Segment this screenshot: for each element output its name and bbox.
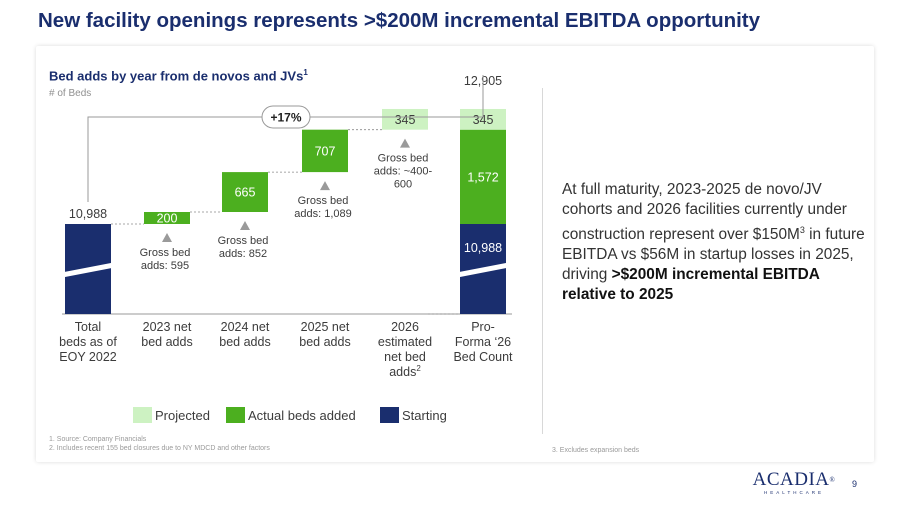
logo-name: ACADIA xyxy=(752,469,830,490)
chart-title-sup: 1 xyxy=(303,68,308,77)
growth-bracket xyxy=(87,74,484,202)
bar-3-annotation-line-0: Gross bed xyxy=(298,195,349,207)
callout-bold: >$200M incremental EBITDA relative to 20… xyxy=(562,266,820,304)
page-number: 9 xyxy=(852,479,858,489)
bar-5-value-label: 1,572 xyxy=(467,170,498,184)
logo-registered: ® xyxy=(829,476,836,484)
axis-break-mark-0 xyxy=(61,262,115,278)
bar-5-segment-1 xyxy=(460,129,506,224)
bar-2-value-label: 665 xyxy=(235,186,256,200)
bar-5-value-label: 345 xyxy=(473,113,494,127)
bar-2-segment-0 xyxy=(222,172,268,212)
bar-1-segment-0 xyxy=(144,212,190,224)
callout-sup: 3 xyxy=(799,225,805,235)
bar-5-value-label: 10,988 xyxy=(464,241,502,255)
category-label-3-line-1: bed adds xyxy=(299,335,350,349)
chart-units-label: # of Beds xyxy=(49,88,92,99)
category-label-3-line-0: 2025 net xyxy=(301,320,350,334)
bar-2-annotation-line-1: adds: 852 xyxy=(219,248,267,260)
category-label-0-line-2: EOY 2022 xyxy=(59,350,117,364)
chart-title-text: Bed adds by year from de novos and JVs xyxy=(49,68,304,84)
category-label-0-line-1: beds as of xyxy=(59,335,117,349)
category-label-2-line-1: bed adds xyxy=(219,335,270,349)
category-label-5-line-0: Pro- xyxy=(471,320,495,334)
footnote-3: 3. Excludes expansion beds xyxy=(552,447,640,454)
vertical-divider xyxy=(542,88,543,434)
legend-swatch-projected xyxy=(133,407,152,423)
footnote-1: 1. Source: Company Financials xyxy=(49,436,147,443)
acadia-logo: ACADIA® HEALTHCARE xyxy=(748,470,840,496)
category-label-5-line-2: Bed Count xyxy=(453,350,513,364)
category-sup-4: 2 xyxy=(416,364,421,373)
category-label-5-line-1: Forma ‘26 xyxy=(455,335,511,349)
growth-label: +17% xyxy=(270,111,301,125)
legend-swatch-starting xyxy=(380,407,399,423)
bar-2-annotation-line-0: Gross bed xyxy=(218,235,269,247)
category-label-4-line-0: 2026 xyxy=(391,320,419,334)
bar-2-pointer-icon xyxy=(240,221,250,230)
content-card xyxy=(36,46,874,462)
bar-4-annotation-line-2: 600 xyxy=(394,179,412,191)
chart-title: Bed adds by year from de novos and JVs1 xyxy=(49,68,308,83)
bar-4-annotation-line-0: Gross bed xyxy=(378,153,429,165)
legend-label-starting: Starting xyxy=(402,408,447,423)
legend-swatch-actual xyxy=(226,407,245,423)
callout-text: At full maturity, 2023-2025 de novo/JV c… xyxy=(562,180,872,305)
category-label-0-line-0: Total xyxy=(75,320,101,334)
category-label-1-line-0: 2023 net xyxy=(143,320,192,334)
logo-subtitle: HEALTHCARE xyxy=(764,490,824,495)
axis-break-mark-5 xyxy=(456,262,510,278)
bar-4-pointer-icon xyxy=(400,138,410,148)
category-label-4-line-2: net bed xyxy=(384,350,426,364)
bar-3-segment-0 xyxy=(302,129,348,173)
bar-4-segment-0 xyxy=(382,108,428,130)
bar-3-value-label: 707 xyxy=(315,144,336,158)
bar-1-pointer-icon xyxy=(162,233,172,242)
bar-1-annotation-line-1: adds: 595 xyxy=(141,260,189,272)
bar-1-annotation-line-0: Gross bed xyxy=(140,247,191,259)
category-label-1-line-1: bed adds xyxy=(141,335,192,349)
legend-label-projected: Projected xyxy=(155,408,210,423)
bar-3-annotation-line-1: adds: 1,089 xyxy=(294,208,352,220)
bar-3-pointer-icon xyxy=(320,181,330,191)
callout-text-1: At full maturity, 2023-2025 de novo/JV c… xyxy=(562,181,847,244)
growth-pill xyxy=(261,105,311,129)
footnote-2: 2. Includes recent 155 bed closures due … xyxy=(49,445,270,452)
bar-0-total-label: 10,988 xyxy=(69,207,107,221)
bar-4-annotation-line-1: adds: ~400- xyxy=(374,166,433,178)
page-title: New facility openings represents >$200M … xyxy=(38,9,761,32)
category-label-4-line-1: estimated xyxy=(378,335,432,349)
bar-1-value-label: 200 xyxy=(157,212,178,226)
bar-5-segment-2 xyxy=(460,108,506,130)
bar-4-value-label: 345 xyxy=(395,113,416,127)
category-label-4-line-3: adds2 xyxy=(389,364,421,379)
category-label-2-line-0: 2024 net xyxy=(221,320,270,334)
callout-text-2: in future EBITDA vs $56M in startup loss… xyxy=(562,226,865,284)
legend-label-actual: Actual beds added xyxy=(248,408,356,423)
